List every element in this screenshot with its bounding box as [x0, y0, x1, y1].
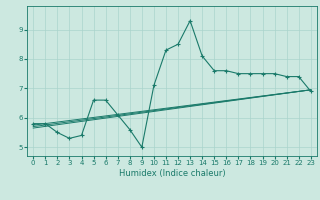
X-axis label: Humidex (Indice chaleur): Humidex (Indice chaleur) — [119, 169, 225, 178]
